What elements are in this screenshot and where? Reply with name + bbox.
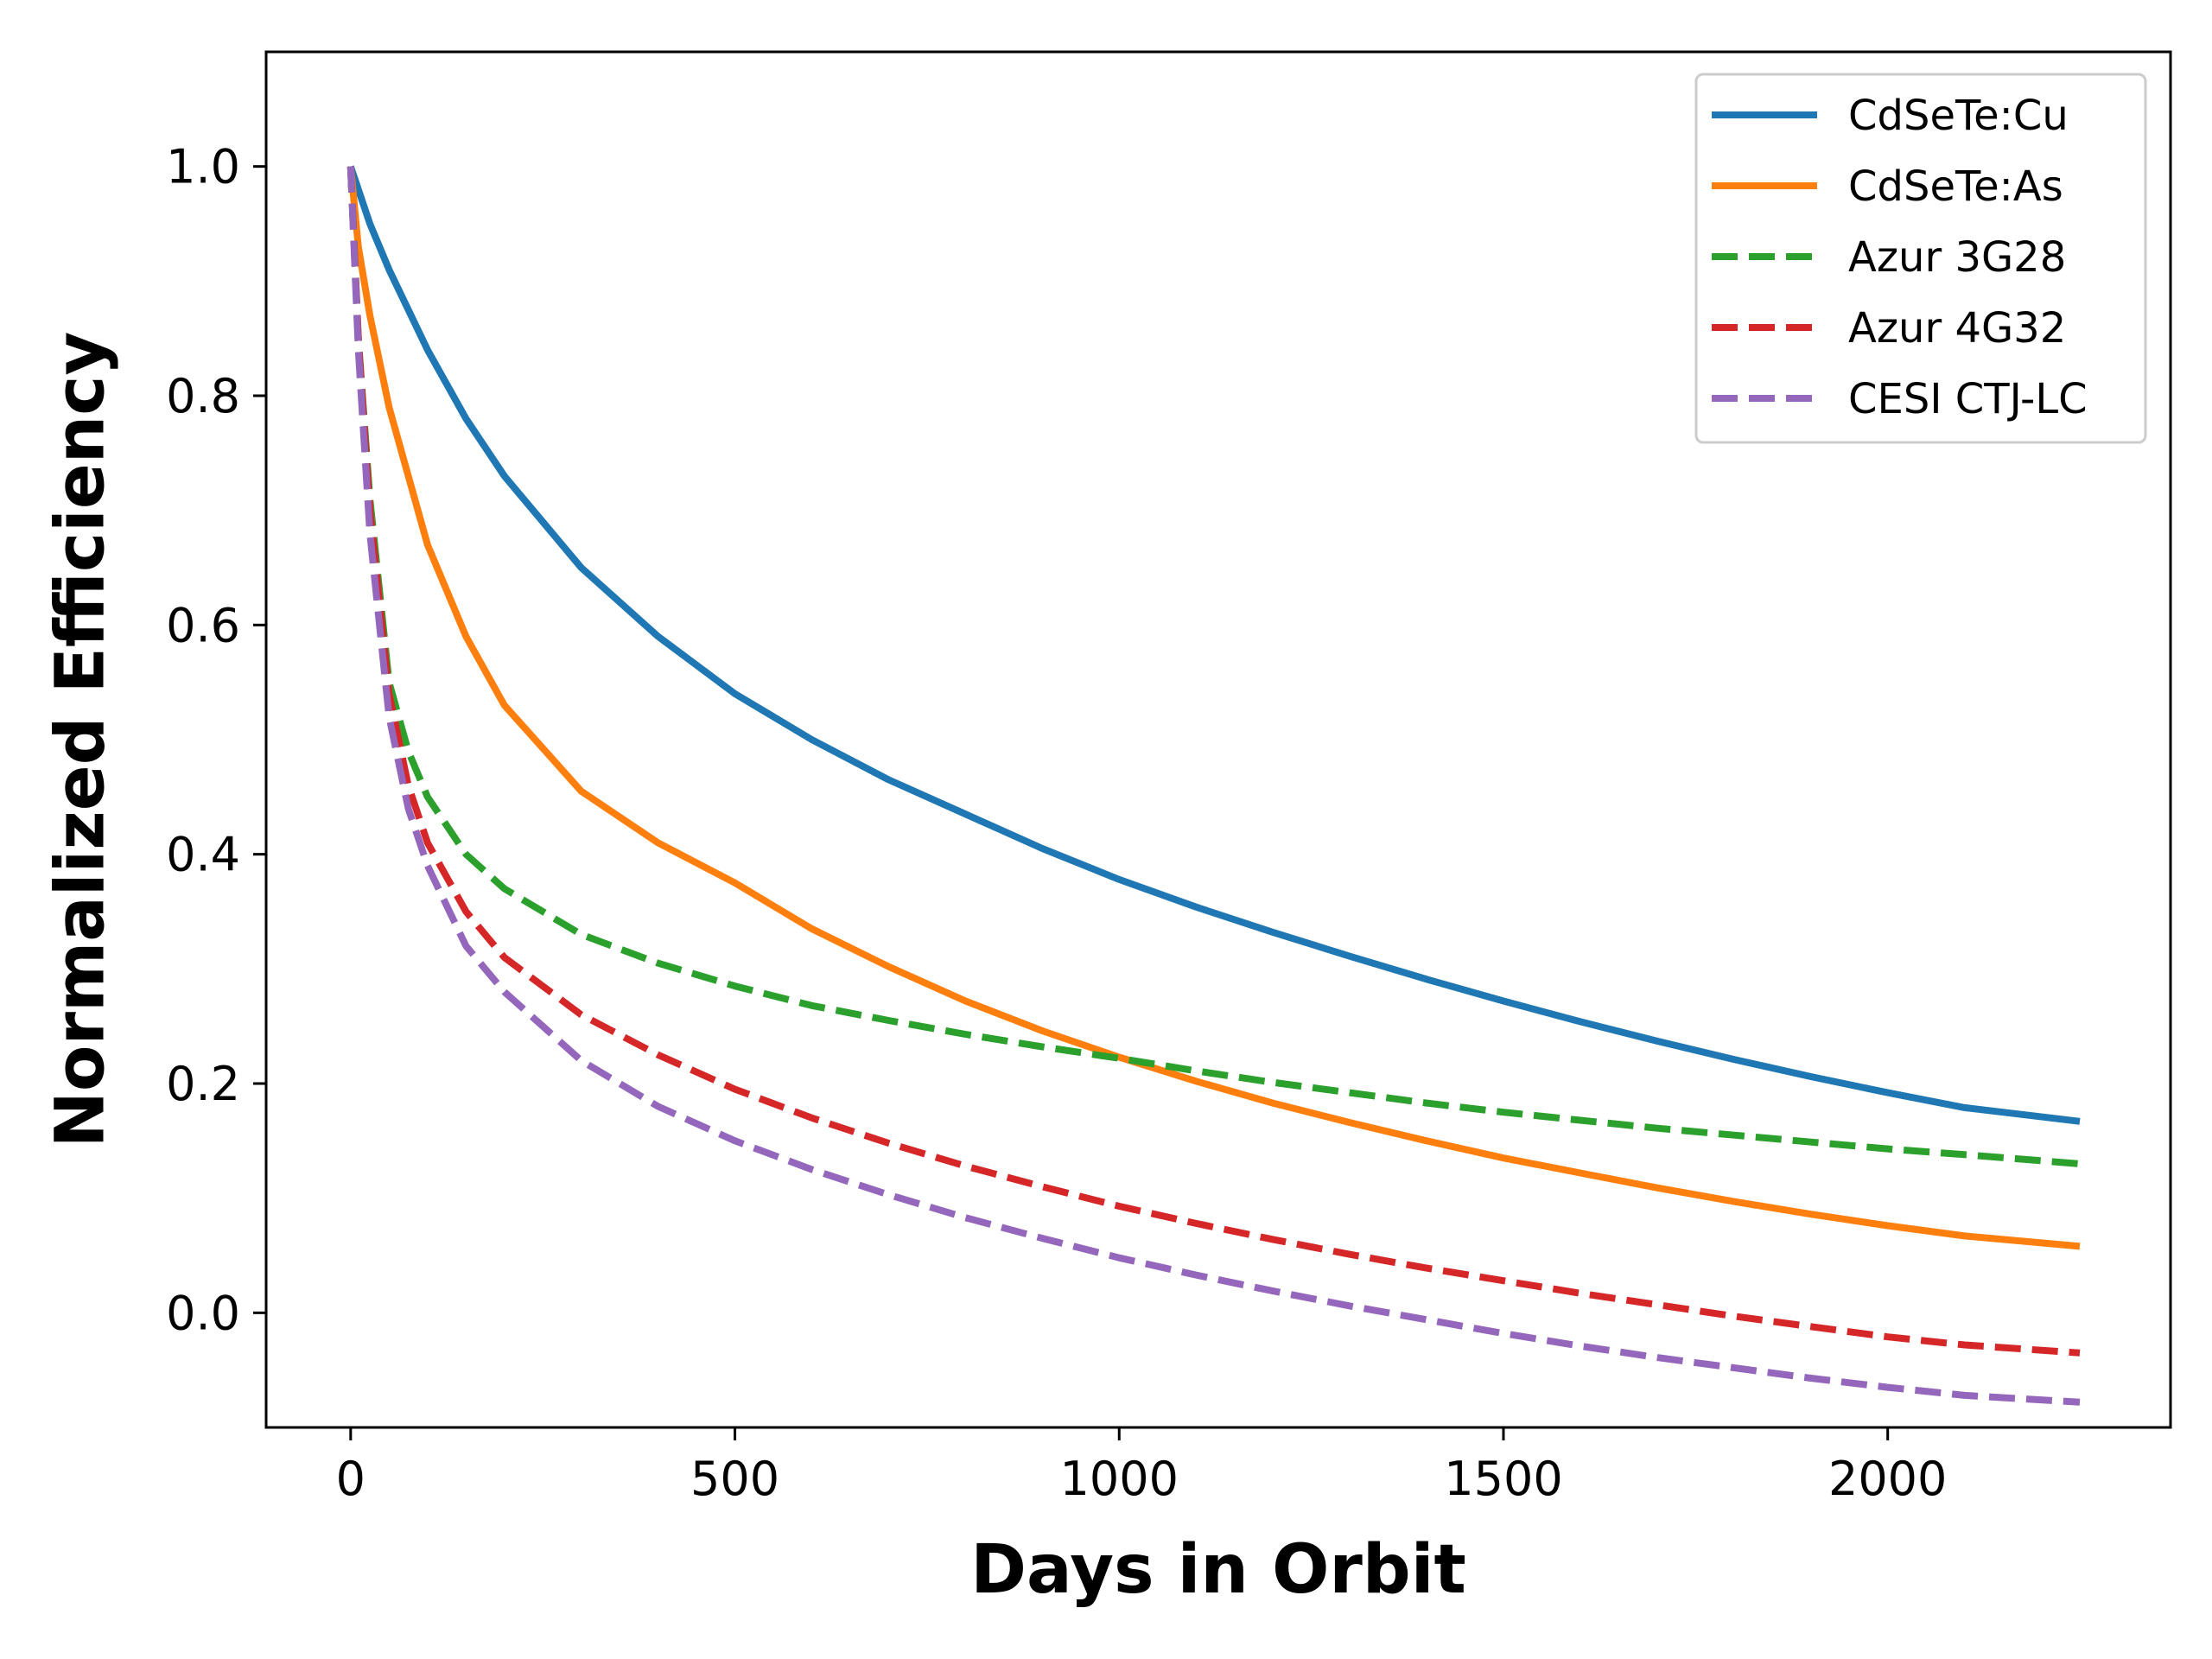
y-tick-label: 0.0 <box>166 1286 240 1340</box>
series-line-1 <box>346 166 2081 1250</box>
plot-lines <box>346 165 2081 1406</box>
legend: CdSeTe:Cu CdSeTe:As Azur 3G28 Azur 4G32 CESI… <box>1694 73 2147 444</box>
x-axis: 0 500 1000 1500 2000 <box>336 1427 1947 1506</box>
x-tick-label: 500 <box>690 1452 779 1506</box>
legend-box <box>1694 73 2147 444</box>
y-axis-title: Normalized Efficiency <box>41 332 119 1148</box>
legend-label-3: Azur 4G32 <box>1848 304 2066 353</box>
series-line-2 <box>346 166 2081 1167</box>
y-tick-label: 0.2 <box>166 1057 240 1111</box>
series-line-4 <box>346 166 2081 1406</box>
y-tick-label: 0.8 <box>166 369 240 423</box>
x-tick-label: 1500 <box>1444 1452 1562 1506</box>
series-line-0 <box>347 165 2081 1125</box>
y-tick-label: 1.0 <box>166 140 240 194</box>
x-tick-label: 0 <box>336 1452 365 1506</box>
x-axis-title: Days in Orbit <box>970 1531 1465 1609</box>
legend-label-2: Azur 3G28 <box>1848 233 2066 282</box>
legend-label-1: CdSeTe:As <box>1848 162 2063 211</box>
x-tick-label: 1000 <box>1060 1452 1179 1506</box>
y-axis: 0.0 0.2 0.4 0.6 0.8 1.0 <box>166 140 266 1340</box>
plot-frame <box>264 50 2172 1429</box>
x-tick-label: 2000 <box>1828 1452 1947 1506</box>
legend-label-0: CdSeTe:Cu <box>1848 92 2069 140</box>
y-tick-label: 0.4 <box>166 828 240 882</box>
series-line-3 <box>346 166 2081 1357</box>
y-tick-label: 0.6 <box>166 598 240 652</box>
legend-label-4: CESI CTJ-LC <box>1848 375 2088 423</box>
